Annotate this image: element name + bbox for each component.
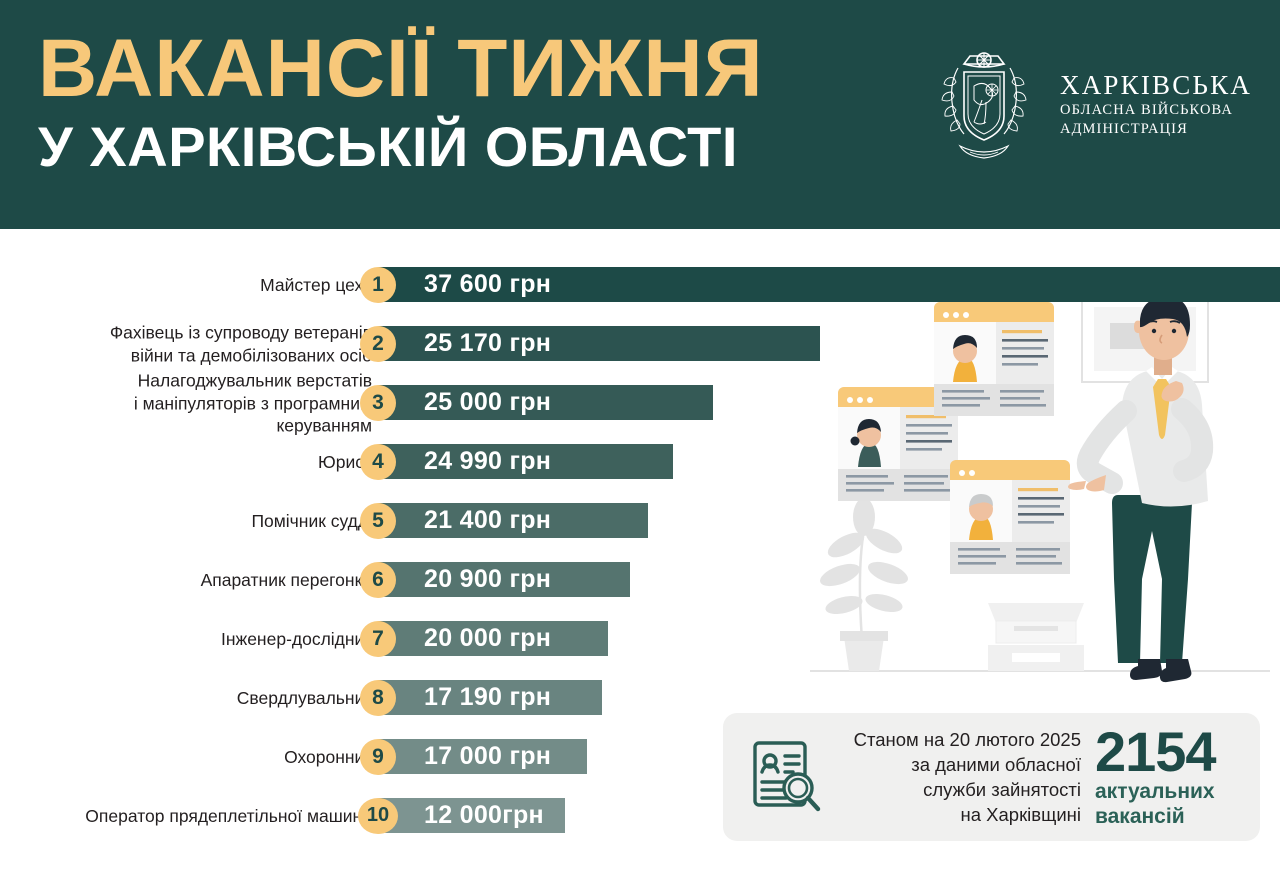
chart-row: Налагоджувальник верстатів і маніпулятор… bbox=[0, 370, 1280, 435]
header-banner: ВАКАНСІЇ ТИЖНЯ У ХАРКІВСЬКІЙ ОБЛАСТІ bbox=[0, 0, 1280, 229]
job-title-label: Охоронник bbox=[284, 746, 372, 767]
header-titles: ВАКАНСІЇ ТИЖНЯ У ХАРКІВСЬКІЙ ОБЛАСТІ bbox=[38, 26, 764, 178]
job-title-label: Інженер-дослідник bbox=[220, 628, 372, 649]
salary-value: 25 000 грн bbox=[424, 388, 552, 416]
cv-search-icon bbox=[751, 739, 823, 815]
rank-badge: 3 bbox=[360, 384, 396, 421]
page-subtitle: У ХАРКІВСЬКІЙ ОБЛАСТІ bbox=[38, 115, 738, 178]
chart-row: Помічник судді 5 21 400 грн bbox=[0, 495, 1280, 547]
rank-badge: 10 bbox=[358, 797, 398, 834]
vacancy-label-line-2: вакансій bbox=[1095, 805, 1185, 828]
stats-figure: 2154 актуальних вакансій bbox=[1095, 720, 1217, 829]
salary-bar-chart: Майстер цеху 1 37 600 грн Фахівець із супро… bbox=[0, 229, 1280, 871]
logo-line-1: ХАРКІВСЬКА bbox=[1060, 69, 1253, 100]
chart-row: Оператор прядеплетільної машини 10 12 000г… bbox=[0, 790, 1280, 842]
page-title: ВАКАНСІЇ ТИЖНЯ bbox=[38, 23, 764, 114]
job-title-label: Оператор прядеплетільної машини bbox=[85, 805, 372, 826]
salary-value: 20 000 грн bbox=[424, 624, 552, 652]
salary-bar: 6 20 900 грн bbox=[360, 561, 630, 598]
job-title-label: Свердлувальник bbox=[236, 687, 372, 708]
job-title-label: Юрист bbox=[318, 451, 372, 472]
logo-line-3: АДМІНІСТРАЦІЯ bbox=[1060, 120, 1188, 137]
salary-bar: 7 20 000 грн bbox=[360, 620, 608, 657]
chart-row: Охоронник 9 17 000 грн bbox=[0, 731, 1280, 783]
chart-row: Інженер-дослідник 7 20 000 грн bbox=[0, 613, 1280, 665]
stats-panel: Станом на 20 лютого 2025 за даними облас… bbox=[723, 713, 1260, 841]
salary-value: 37 600 грн bbox=[424, 270, 552, 298]
job-title-label: Апаратник перегонки bbox=[200, 569, 372, 590]
salary-value: 25 170 грн bbox=[424, 329, 552, 357]
recruiter-illustration bbox=[800, 255, 1280, 705]
salary-value: 12 000грн bbox=[424, 801, 544, 829]
job-title-label: Фахівець із супроводу ветеранів війни та… bbox=[109, 322, 372, 366]
salary-bar: 9 17 000 грн bbox=[360, 738, 587, 775]
stats-note: Станом на 20 лютого 2025 за даними облас… bbox=[853, 729, 1081, 825]
rank-badge: 8 bbox=[360, 679, 396, 716]
logo-block: ХАРКІВСЬКА ОБЛАСНА ВІЙСЬКОВА АДМІНІСТРАЦ… bbox=[930, 34, 1252, 174]
kharkiv-coat-of-arms-icon bbox=[930, 34, 1038, 174]
salary-bar: 2 25 170 грн bbox=[360, 325, 820, 362]
chart-row: Юрист 4 24 990 грн bbox=[0, 436, 1280, 488]
job-title-label: Майстер цеху bbox=[260, 274, 372, 295]
logo-text: ХАРКІВСЬКА ОБЛАСНА ВІЙСЬКОВА АДМІНІСТРАЦ… bbox=[1060, 70, 1252, 139]
vacancy-count: 2154 bbox=[1095, 720, 1217, 783]
salary-bar: 4 24 990 грн bbox=[360, 443, 673, 480]
rank-badge: 9 bbox=[360, 738, 396, 775]
salary-value: 20 900 грн bbox=[424, 565, 552, 593]
salary-value: 24 990 грн bbox=[424, 447, 552, 475]
chart-row: Апаратник перегонки 6 20 900 грн bbox=[0, 554, 1280, 606]
job-title-label: Налагоджувальник верстатів і маніпулятор… bbox=[133, 370, 372, 436]
rank-badge: 4 bbox=[360, 443, 396, 480]
salary-bar: 3 25 000 грн bbox=[360, 384, 713, 421]
chart-row: Свердлувальник 8 17 190 грн bbox=[0, 672, 1280, 724]
rank-badge: 5 bbox=[360, 502, 396, 539]
vacancy-label-line-1: актуальних bbox=[1095, 780, 1215, 803]
salary-value: 17 000 грн bbox=[424, 742, 552, 770]
rank-badge: 7 bbox=[360, 620, 396, 657]
job-title-label: Помічник судді bbox=[251, 510, 372, 531]
rank-badge: 1 bbox=[360, 266, 396, 303]
salary-bar: 1 37 600 грн bbox=[360, 266, 1280, 303]
logo-line-2: ОБЛАСНА ВІЙСЬКОВА bbox=[1060, 101, 1233, 118]
salary-value: 17 190 грн bbox=[424, 683, 552, 711]
salary-bar: 10 12 000грн bbox=[358, 797, 565, 834]
rank-badge: 6 bbox=[360, 561, 396, 598]
chart-row: Майстер цеху 1 37 600 грн bbox=[0, 259, 1280, 311]
salary-bar: 8 17 190 грн bbox=[360, 679, 602, 716]
chart-row: Фахівець із супроводу ветеранів війни та… bbox=[0, 318, 1280, 370]
salary-bar: 5 21 400 грн bbox=[360, 502, 648, 539]
salary-value: 21 400 грн bbox=[424, 506, 552, 534]
rank-badge: 2 bbox=[360, 325, 396, 362]
